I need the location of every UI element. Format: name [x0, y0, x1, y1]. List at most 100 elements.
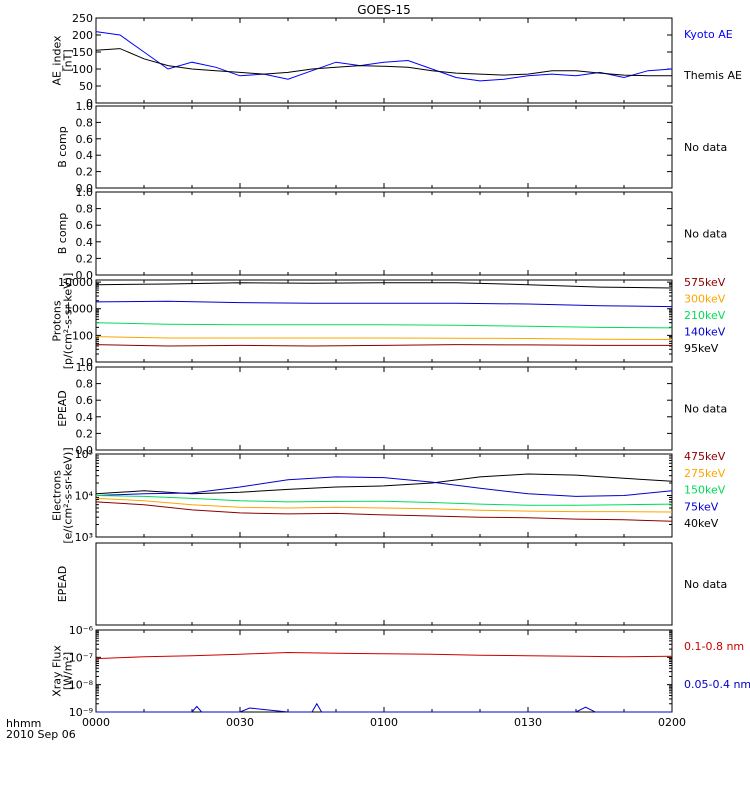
y-axis-label: EPEAD — [56, 566, 69, 603]
series-line-75kev — [95, 476, 673, 497]
series-line-210kev — [95, 322, 673, 329]
y-tick-label: 0.2 — [76, 166, 94, 179]
series-line-140kev — [95, 300, 673, 308]
y-tick-label: 0.8 — [76, 116, 94, 129]
y-axis-label: [W/m²] — [62, 652, 75, 690]
y-tick-label: 0.2 — [76, 427, 94, 440]
y-tick-label: 200 — [72, 29, 93, 42]
series-line-40kev — [95, 473, 673, 495]
panel-frame — [95, 17, 673, 104]
legend-entry: 0.05-0.4 nm — [684, 678, 750, 691]
y-tick-label: 0 — [86, 97, 93, 110]
panel-5: 0.0 0.2 0.4 0.6 0.8 1.0 EPEAD No data — [56, 361, 727, 457]
y-tick-label: 0.4 — [76, 149, 94, 162]
x-tick-label: 0200 — [658, 716, 686, 729]
legend-entry: No data — [684, 578, 727, 591]
y-axis-label: EPEAD — [56, 390, 69, 427]
y-tick-label: 0.6 — [76, 394, 94, 407]
y-tick-label: 100 — [72, 329, 93, 342]
series-line-150kev — [95, 495, 673, 506]
y-tick-label: 10⁵ — [75, 448, 93, 461]
y-tick-label: 10⁻⁹ — [69, 706, 93, 719]
legend-entry: 0.1-0.8 nm — [684, 640, 744, 653]
y-tick-label: 0.4 — [76, 411, 94, 424]
y-tick-label: 10⁻⁶ — [69, 624, 94, 637]
panel-frame — [95, 542, 673, 626]
legend-entry: 140keV — [684, 326, 726, 339]
x-tick-label: 0100 — [370, 716, 398, 729]
x-tick-label: 0130 — [514, 716, 542, 729]
legend-entry: 95keV — [684, 342, 719, 355]
x-corner-label: hhmm — [6, 717, 41, 730]
panel-frame — [95, 105, 673, 189]
y-tick-label: 0.8 — [76, 203, 94, 216]
x-date-label: 2010 Sep 06 — [6, 728, 76, 741]
legend-entry: No data — [684, 141, 727, 154]
legend-entry: 75keV — [684, 500, 719, 513]
legend-entry: No data — [684, 228, 727, 241]
panel-frame — [95, 453, 673, 538]
y-tick-label: 0.0 — [76, 182, 94, 195]
y-tick-label: 10000 — [58, 276, 93, 289]
y-tick-label: 0.6 — [76, 219, 94, 232]
y-tick-label: 10 — [79, 356, 93, 369]
panel-3: 0.0 0.2 0.4 0.6 0.8 1.0 B comp No data — [56, 186, 727, 282]
series-line-300kev — [95, 336, 673, 340]
y-axis-label: AE_index — [51, 35, 64, 86]
panel-frame — [95, 629, 673, 713]
y-tick-label: 0.0 — [76, 444, 94, 457]
y-tick-label: 10⁴ — [75, 490, 94, 503]
y-tick-label: 10³ — [75, 531, 93, 544]
y-tick-label: 1.0 — [76, 361, 94, 374]
legend-entry: 300keV — [684, 293, 726, 306]
series-line-575kev — [95, 344, 672, 347]
y-tick-label: 0.8 — [76, 378, 94, 391]
legend-entry: 150keV — [684, 484, 726, 497]
series-line-0-05-0-4-nm — [96, 702, 672, 713]
y-tick-label: 0.2 — [76, 252, 94, 265]
panel-2: 0.0 0.2 0.4 0.6 0.8 1.0 B comp No data — [56, 100, 727, 195]
y-axis-label: B comp — [56, 126, 69, 168]
series-line-275kev — [95, 497, 673, 513]
y-axis-label: Xray Flux — [51, 645, 64, 697]
panel-6: 10³ 10⁴ 10⁵ Electrons[e/(cm²-s-sr-keV)] 475k… — [51, 447, 726, 544]
panel-frame — [95, 366, 673, 451]
y-tick-label: 150 — [72, 46, 93, 59]
legend-entry: Kyoto AE — [684, 28, 733, 41]
chart-title: GOES-15 — [357, 3, 411, 17]
y-axis-label: [nT] — [62, 49, 75, 71]
panel-frame — [95, 191, 673, 276]
y-tick-label: 100 — [72, 63, 93, 76]
y-tick-label: 0.0 — [76, 269, 94, 282]
series-line-themis-ae — [95, 48, 672, 77]
y-tick-label: 1000 — [65, 303, 93, 316]
y-tick-label: 1.0 — [76, 186, 94, 199]
y-tick-label: 50 — [79, 80, 93, 93]
y-axis-label: Protons — [51, 300, 64, 341]
y-axis-label: [e/(cm²-s-sr-keV)] — [62, 447, 75, 543]
y-tick-label: 0.4 — [76, 236, 94, 249]
panel-8: 10⁻⁹ 10⁻⁸ 10⁻⁷ 10⁻⁶ Xray Flux[W/m²] 0.1-0.8 n… — [51, 624, 750, 719]
y-axis-label: B comp — [56, 213, 69, 255]
panel-frame — [95, 279, 673, 363]
legend-entry: Themis AE — [683, 69, 742, 82]
panel-4: 10 100 1000 10000 Protons[p/(cm²-s-sr-keV)] 5… — [51, 273, 726, 370]
series-line-95kev — [95, 282, 673, 289]
legend-entry: 475keV — [684, 450, 726, 463]
series-line-0-1-0-8-nm — [95, 651, 673, 660]
x-axis: 0000 0030 0100 0130 0200 — [82, 716, 686, 729]
panel-7: EPEAD No data — [56, 542, 727, 626]
panels: 0 50 100 150 200 250 AE_index[nT] Kyoto AE Themi… — [51, 12, 750, 719]
legend-entry: 275keV — [684, 467, 726, 480]
legend-entry: No data — [684, 403, 727, 416]
panel-1: 0 50 100 150 200 250 AE_index[nT] Kyoto AE Themi… — [51, 12, 742, 110]
legend-entry: 210keV — [684, 309, 726, 322]
legend-entry: 575keV — [684, 276, 726, 289]
y-tick-label: 0.6 — [76, 133, 94, 146]
series-line-kyoto-ae — [95, 31, 673, 82]
y-axis-label: Electrons — [51, 470, 64, 521]
y-axis-label: [p/(cm²-s-sr-keV)] — [62, 273, 75, 370]
y-tick-label: 250 — [72, 12, 93, 25]
y-tick-label: 10⁻⁸ — [69, 679, 94, 692]
